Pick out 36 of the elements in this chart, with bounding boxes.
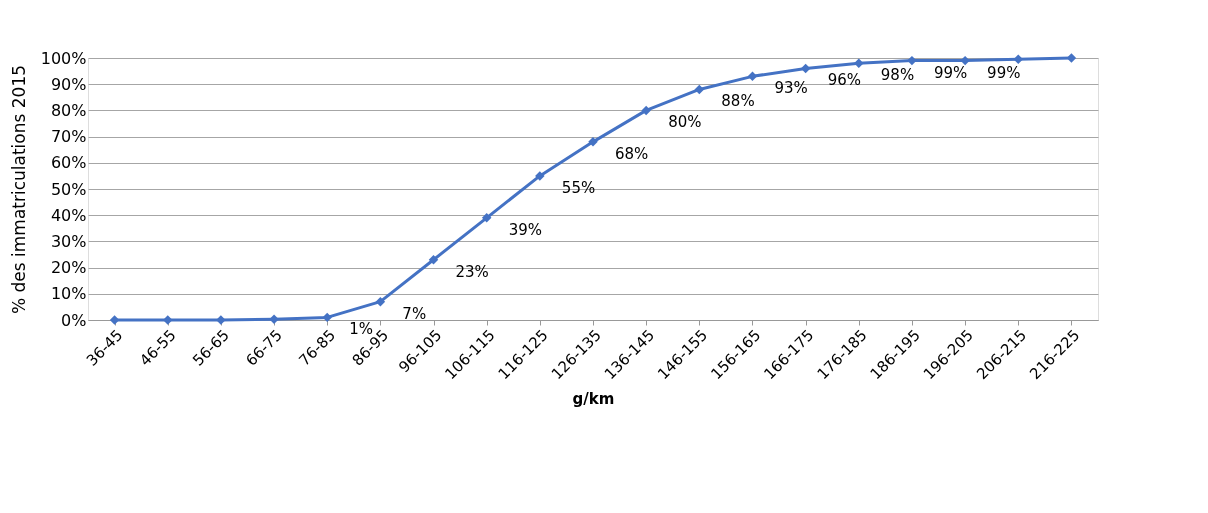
data-label: 99% <box>987 63 1021 82</box>
data-label: 96% <box>827 71 861 90</box>
point <box>694 84 705 95</box>
data-label: 80% <box>668 113 702 132</box>
y-tick-label: 60% <box>50 153 87 173</box>
data-label: 93% <box>774 79 808 98</box>
y-tick-label: 40% <box>50 205 87 225</box>
y-tick-label: 70% <box>50 127 87 147</box>
y-tick-label: 20% <box>50 258 87 278</box>
y-tick-label: 30% <box>50 231 87 251</box>
y-tick-label: 10% <box>50 284 87 304</box>
point <box>641 105 651 116</box>
data-label: 99% <box>933 63 968 82</box>
y-tick-label: 90% <box>50 74 87 94</box>
data-label: 7% <box>402 304 427 323</box>
y-tick-label: 100% <box>40 48 87 68</box>
data-label: 39% <box>508 220 543 239</box>
x-axis-title: g/km <box>572 390 615 409</box>
y-axis-title: % des immatriculations 2015 <box>8 64 29 315</box>
point <box>800 63 811 74</box>
y-tick-label: 50% <box>50 179 87 199</box>
data-label: 98% <box>880 66 915 85</box>
point <box>535 171 545 181</box>
point <box>747 71 758 82</box>
point <box>428 255 439 265</box>
data-label: 88% <box>721 92 755 111</box>
data-label: 23% <box>455 262 489 281</box>
point <box>375 296 386 307</box>
data-label: 55% <box>561 178 596 197</box>
point <box>1066 53 1077 63</box>
point <box>481 213 492 223</box>
y-tick-label: 0% <box>61 310 87 330</box>
point <box>854 58 864 68</box>
point <box>322 312 332 323</box>
data-label: 68% <box>615 144 649 163</box>
y-tick-label: 80% <box>50 100 87 120</box>
